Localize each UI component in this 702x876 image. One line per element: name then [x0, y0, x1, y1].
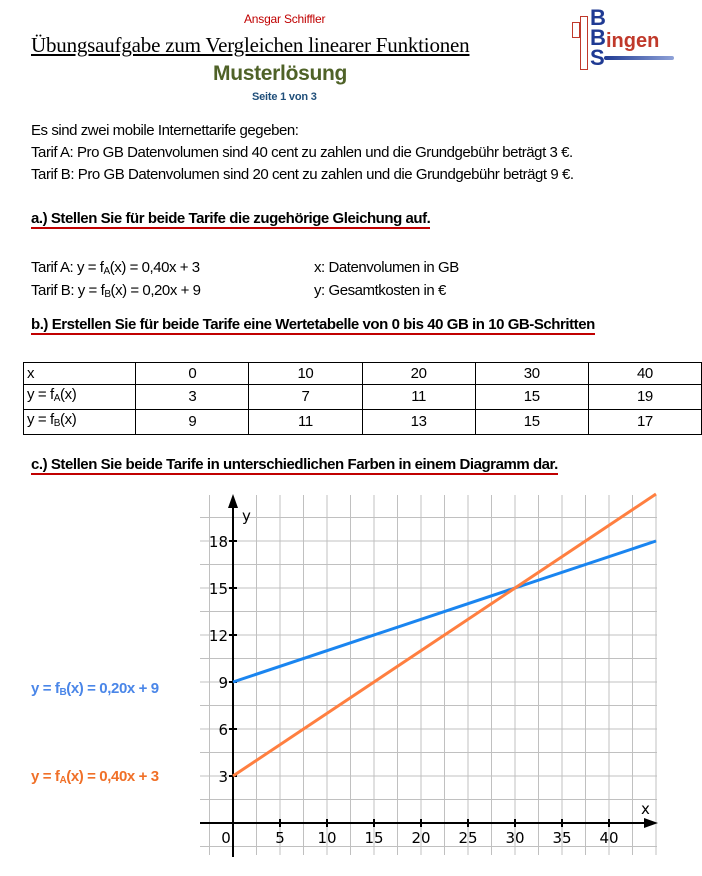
author: Ansgar Schiffler: [244, 12, 326, 26]
x-axis-label: x: [641, 800, 650, 818]
y-tick-label: 15: [209, 580, 228, 598]
table-cell: 17: [587, 409, 702, 435]
x-tick-label: 35: [552, 829, 571, 847]
y-definition: y: Gesamtkosten in €: [314, 282, 446, 299]
y-tick-label: 6: [218, 721, 228, 739]
page-number: Seite 1 von 3: [252, 91, 317, 103]
x-tick-label: 25: [458, 829, 477, 847]
table-cell: 9: [135, 409, 250, 435]
x-tick-label: 30: [505, 829, 524, 847]
value-table: x 0 10 20 30 40 y = fA(x) 3 7 11 15 19 y…: [22, 362, 702, 435]
x-tick-label: 40: [599, 829, 618, 847]
table-cell: 11: [248, 409, 363, 435]
equation-b: Tarif B: y = fB(x) = 0,20x + 9: [31, 282, 201, 300]
x-definition: x: Datenvolumen in GB: [314, 259, 459, 276]
subtitle: Musterlösung: [213, 62, 348, 85]
x-tick-label: 15: [364, 829, 383, 847]
y-axis-arrow-icon: [228, 494, 238, 508]
page-title: Übungsaufgabe zum Vergleichen linearer F…: [31, 33, 470, 57]
y-tick-label: 9: [218, 674, 228, 692]
table-row: y = fA(x) 3 7 11 15 19: [22, 384, 702, 410]
table-row: y = fB(x) 9 11 13 15 17: [22, 409, 702, 435]
y-tick-label: 3: [218, 768, 228, 786]
table-cell: 3: [135, 384, 250, 410]
task-a-heading: a.) Stellen Sie für beide Tarife die zug…: [31, 210, 431, 229]
table-cell: 7: [248, 384, 363, 410]
series-line-tarif-a: [232, 492, 657, 778]
x-axis-arrow-icon: [644, 818, 658, 828]
x-tick-label: 10: [317, 829, 336, 847]
intro-line: Tarif A: Pro GB Datenvolumen sind 40 cen…: [31, 144, 573, 161]
intro-line: Tarif B: Pro GB Datenvolumen sind 20 cen…: [31, 166, 574, 183]
y-tick-label: 18: [209, 533, 228, 551]
x-tick-label: 0: [221, 829, 231, 847]
x-tick-label: 5: [275, 829, 285, 847]
y-axis-label: y: [242, 507, 251, 525]
y-tick-label: 12: [209, 627, 228, 645]
row-label: y = fA(x): [22, 384, 137, 410]
task-c-heading: c.) Stellen Sie beide Tarife in untersch…: [31, 456, 558, 475]
table-cell: 13: [361, 409, 476, 435]
x-tick-label: 20: [411, 829, 430, 847]
label-tarif-a: y = fA(x) = 0,40x + 3: [31, 768, 159, 786]
task-b-heading: b.) Erstellen Sie für beide Tarife eine …: [31, 316, 595, 335]
label-tarif-b: y = fB(x) = 0,20x + 9: [31, 680, 159, 698]
intro-line: Es sind zwei mobile Internettarife gegeb…: [31, 122, 299, 139]
equation-a: Tarif A: y = fA(x) = 0,40x + 3: [31, 259, 200, 277]
table-cell: 11: [361, 384, 476, 410]
series-line-tarif-b: [232, 539, 657, 684]
row-label: y = fB(x): [22, 409, 137, 435]
